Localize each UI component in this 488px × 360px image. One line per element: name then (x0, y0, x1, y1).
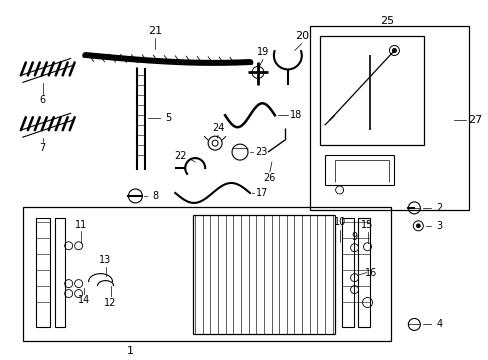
Text: 2: 2 (435, 203, 442, 213)
Text: 3: 3 (435, 221, 442, 231)
Text: 27: 27 (467, 115, 481, 125)
Text: 25: 25 (380, 15, 394, 26)
Text: 23: 23 (255, 147, 267, 157)
Text: 26: 26 (263, 173, 276, 183)
Text: 12: 12 (104, 297, 117, 307)
Bar (23, 207, 390, 341)
Text: 21: 21 (148, 26, 162, 36)
Bar (357, 218, 369, 328)
Circle shape (392, 49, 396, 53)
Text: 8: 8 (152, 191, 158, 201)
Text: 24: 24 (211, 123, 224, 133)
Circle shape (415, 224, 420, 228)
Text: 17: 17 (255, 188, 267, 198)
Text: 6: 6 (40, 95, 46, 105)
Bar (309, 26, 468, 210)
Text: 11: 11 (74, 220, 86, 230)
Text: 20: 20 (294, 31, 308, 41)
Text: 19: 19 (256, 48, 268, 58)
Text: 16: 16 (365, 267, 377, 278)
Text: 15: 15 (361, 220, 373, 230)
Bar (341, 218, 353, 328)
Bar (36, 218, 50, 328)
Text: 22: 22 (174, 151, 186, 161)
Bar (55, 218, 64, 328)
Text: 1: 1 (127, 346, 134, 356)
Text: 14: 14 (77, 294, 90, 305)
Text: 13: 13 (99, 255, 111, 265)
Text: 7: 7 (40, 143, 46, 153)
Text: 18: 18 (289, 110, 301, 120)
Text: 4: 4 (435, 319, 442, 329)
Text: 10: 10 (333, 217, 345, 227)
Text: 9: 9 (351, 232, 357, 242)
Bar (319, 36, 424, 145)
Text: 5: 5 (165, 113, 171, 123)
